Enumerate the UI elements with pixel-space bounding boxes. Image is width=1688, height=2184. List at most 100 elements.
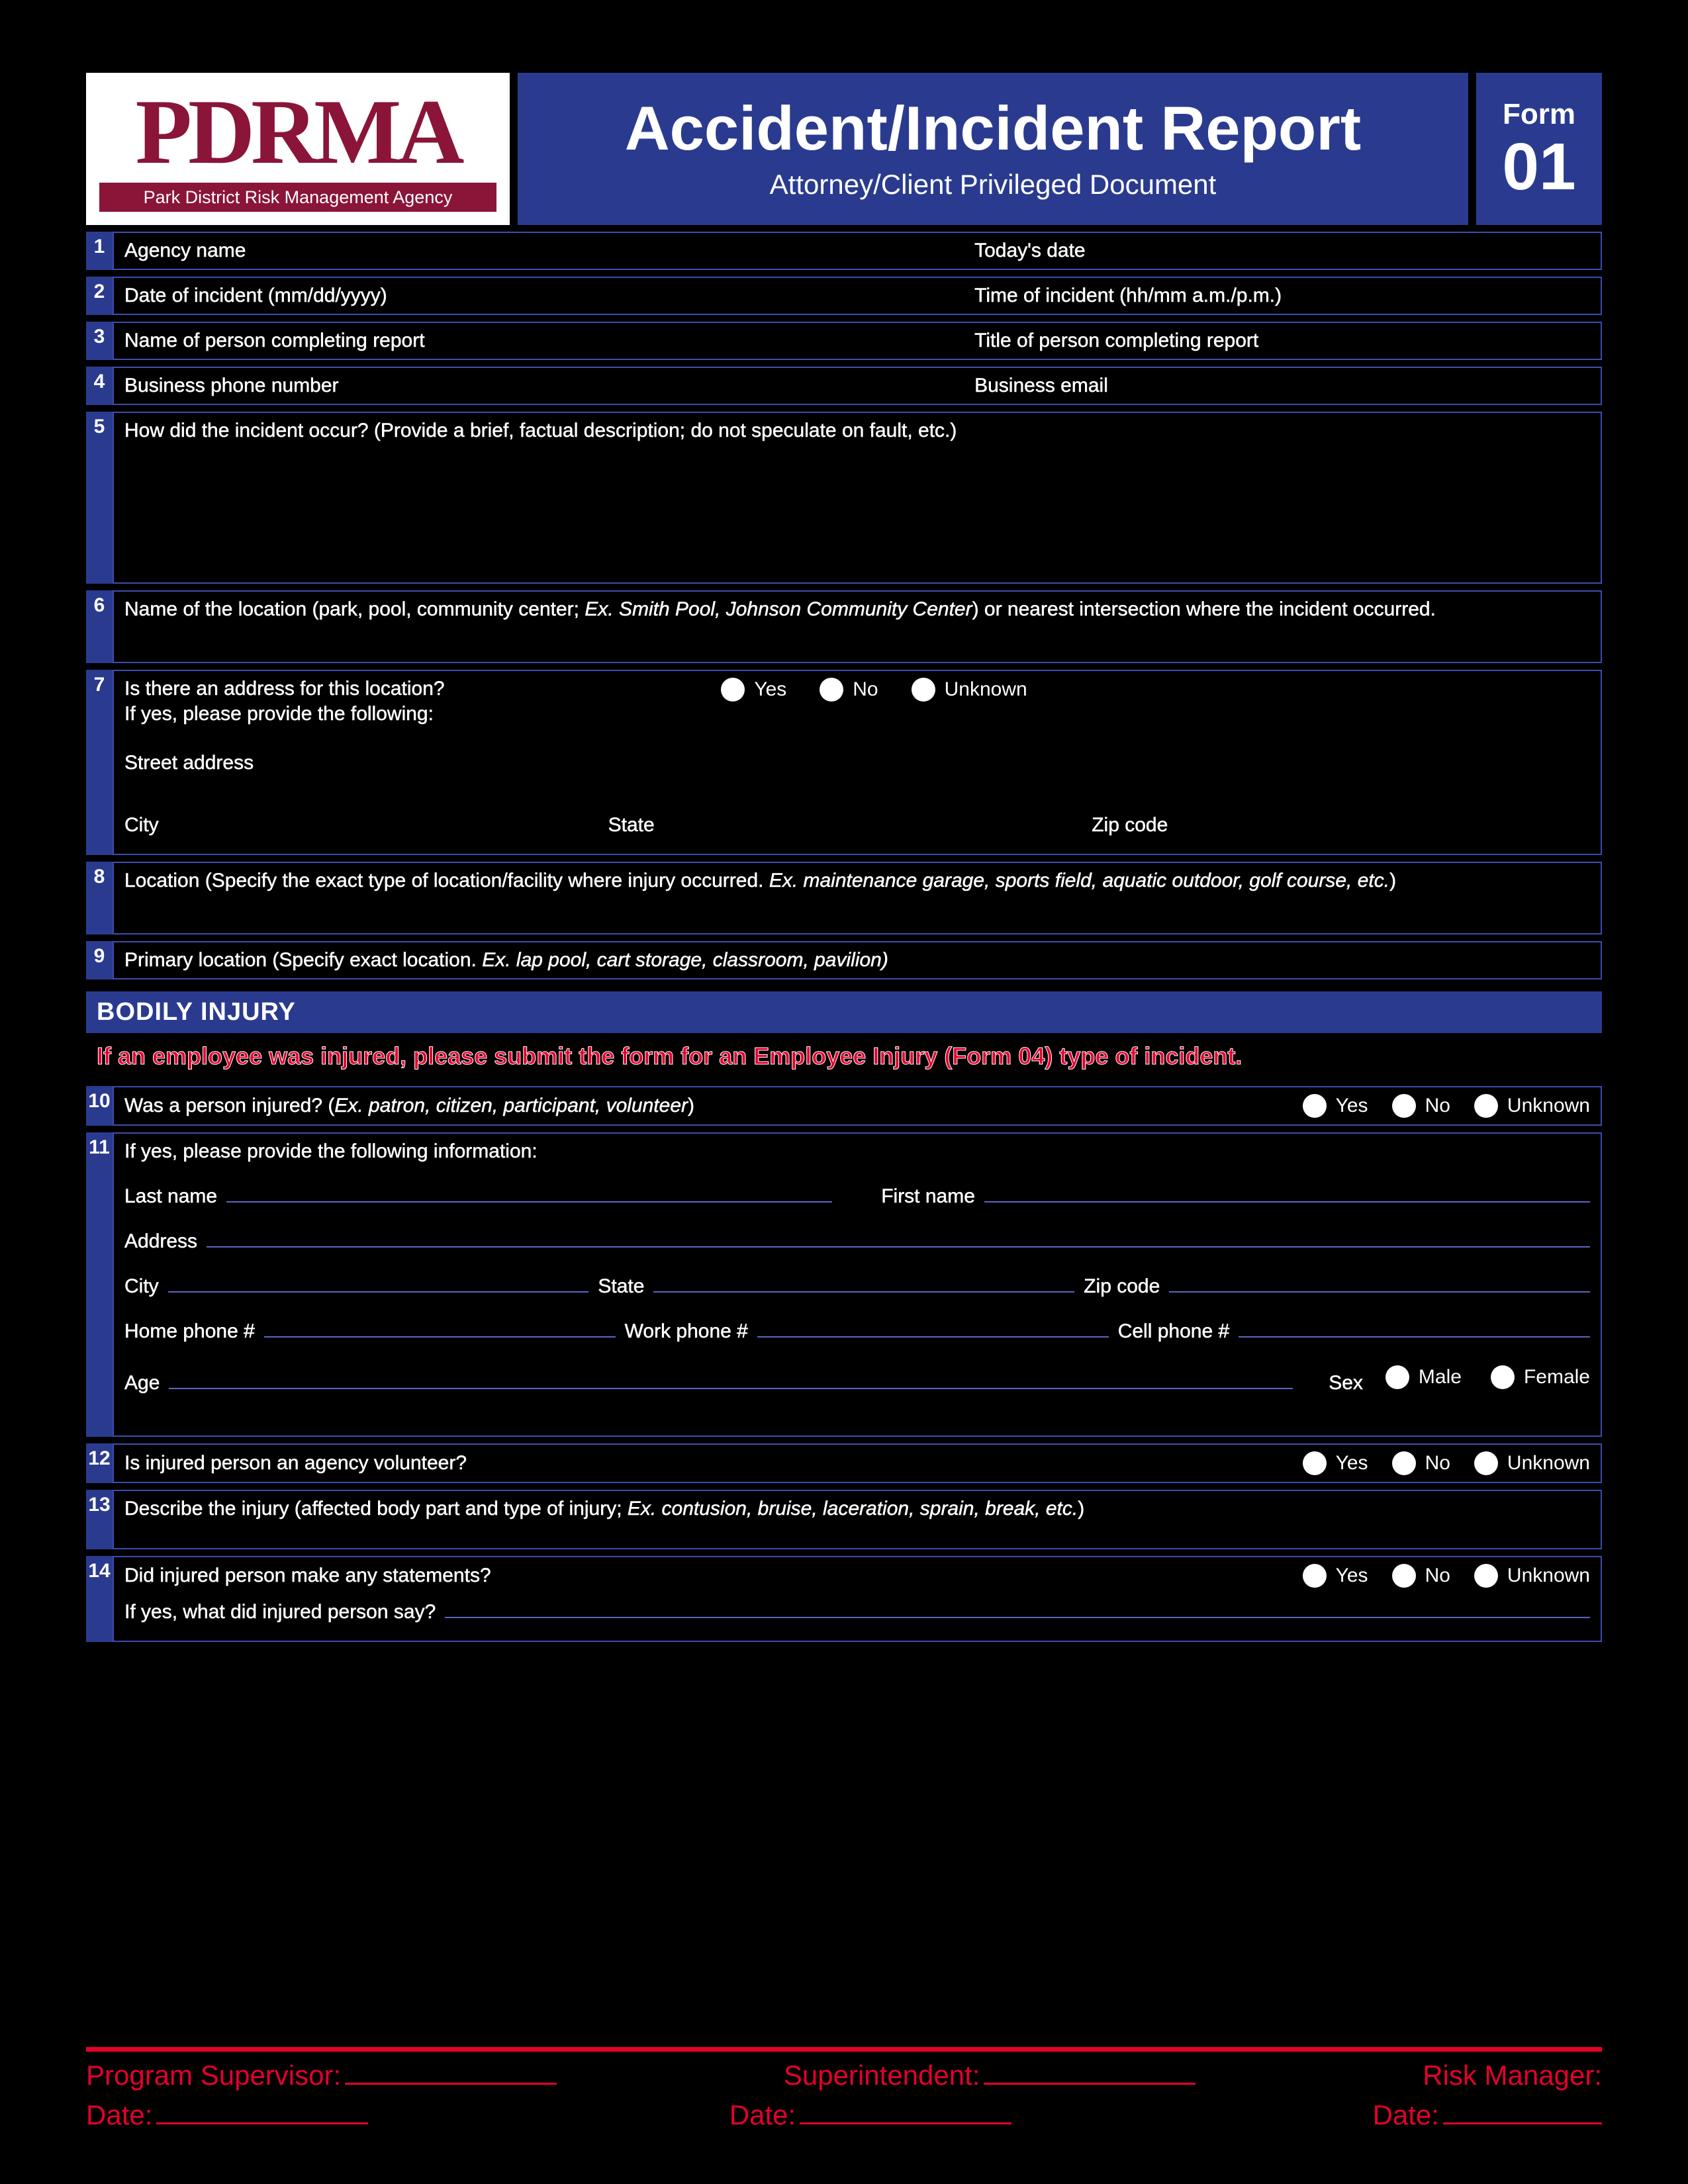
address-sub: If yes, please provide the following: bbox=[124, 703, 681, 725]
row-number: 1 bbox=[86, 232, 113, 270]
age-label: Age bbox=[124, 1372, 160, 1394]
logo-box: PDRMA Park District Risk Management Agen… bbox=[86, 73, 510, 225]
row-10: 10 Was a person injured? (Ex. patron, ci… bbox=[86, 1086, 1602, 1126]
date-label: Date: bbox=[1373, 2099, 1439, 2131]
date-line[interactable] bbox=[156, 2106, 368, 2124]
radio-icon bbox=[1474, 1564, 1498, 1588]
radio-unknown[interactable]: Unknown bbox=[1474, 1451, 1590, 1475]
radio-unknown[interactable]: Unknown bbox=[1474, 1094, 1590, 1118]
row-4: 4 Business phone number Business email bbox=[86, 367, 1602, 405]
sig-line[interactable] bbox=[345, 2066, 557, 2085]
address-label: Address bbox=[124, 1230, 197, 1253]
home-phone-input[interactable] bbox=[264, 1322, 616, 1338]
facility-type-field[interactable]: Location (Specify the exact type of loca… bbox=[113, 862, 1602, 934]
location-name-field[interactable]: Name of the location (park, pool, commun… bbox=[113, 590, 1602, 663]
statements-block: Did injured person make any statements? … bbox=[113, 1556, 1602, 1642]
row-9: 9 Primary location (Specify exact locati… bbox=[86, 941, 1602, 979]
date-1: Date: bbox=[86, 2099, 368, 2131]
q9-example: Ex. lap pool, cart storage, classroom, p… bbox=[482, 949, 888, 971]
work-phone-input[interactable] bbox=[757, 1322, 1109, 1338]
radio-icon bbox=[912, 678, 935, 702]
injury-description-field[interactable]: Describe the injury (affected body part … bbox=[113, 1490, 1602, 1549]
row-body[interactable]: Agency name Today's date bbox=[113, 232, 1602, 270]
footer-divider bbox=[86, 2047, 1602, 2052]
program-supervisor-sig: Program Supervisor: bbox=[86, 2060, 557, 2091]
radio-unknown[interactable]: Unknown bbox=[912, 678, 1027, 702]
radio-no[interactable]: No bbox=[1392, 1094, 1450, 1118]
radio-icon bbox=[1491, 1365, 1515, 1389]
incident-description-field[interactable]: How did the incident occur? (Provide a b… bbox=[113, 412, 1602, 584]
radio-label: Yes bbox=[1336, 1095, 1368, 1117]
row-14: 14 Did injured person make any statement… bbox=[86, 1556, 1602, 1642]
state-label[interactable]: State bbox=[608, 814, 1092, 837]
statement-input[interactable] bbox=[445, 1602, 1590, 1618]
first-name-input[interactable] bbox=[984, 1187, 1590, 1203]
date-line[interactable] bbox=[800, 2106, 1011, 2124]
age-input[interactable] bbox=[169, 1373, 1293, 1389]
row-8: 8 Location (Specify the exact type of lo… bbox=[86, 862, 1602, 934]
radio-male[interactable]: Male bbox=[1385, 1365, 1462, 1389]
radio-yes[interactable]: Yes bbox=[1303, 1564, 1368, 1588]
footer: Program Supervisor: Superintendent: Risk… bbox=[86, 2047, 1602, 2131]
section-bodily-injury: BODILY INJURY bbox=[86, 991, 1602, 1033]
radio-icon bbox=[1392, 1451, 1416, 1475]
street-address-label[interactable]: Street address bbox=[124, 752, 1590, 774]
form-title: Accident/Incident Report bbox=[625, 97, 1361, 159]
row-1: 1 Agency name Today's date bbox=[86, 232, 1602, 270]
row-number: 4 bbox=[86, 367, 113, 405]
date-2: Date: bbox=[729, 2099, 1011, 2131]
q14-text: Did injured person make any statements? bbox=[124, 1565, 1289, 1587]
address-block: Is there an address for this location? I… bbox=[113, 670, 1602, 855]
row-number: 8 bbox=[86, 862, 113, 934]
last-name-input[interactable] bbox=[226, 1187, 832, 1203]
state-input[interactable] bbox=[653, 1277, 1074, 1293]
risk-manager-label: Risk Manager: bbox=[1423, 2060, 1602, 2091]
q8-text-a: Location (Specify the exact type of loca… bbox=[124, 870, 769, 891]
employee-injury-notice: If an employee was injured, please submi… bbox=[86, 1033, 1602, 1079]
date-label: Date: bbox=[729, 2099, 796, 2131]
q12-text: Is injured person an agency volunteer? bbox=[124, 1452, 1289, 1475]
row-body[interactable]: Name of person completing report Title o… bbox=[113, 322, 1602, 360]
radio-label: No bbox=[853, 678, 878, 701]
row-number: 6 bbox=[86, 590, 113, 663]
city-label: City bbox=[124, 1275, 159, 1298]
radio-yes[interactable]: Yes bbox=[1303, 1094, 1368, 1118]
radio-female[interactable]: Female bbox=[1491, 1365, 1590, 1389]
superintendent-label: Superintendent: bbox=[784, 2060, 980, 2091]
radio-icon bbox=[1303, 1094, 1327, 1118]
q14-sub: If yes, what did injured person say? bbox=[124, 1601, 436, 1623]
q9-text-a: Primary location (Specify exact location… bbox=[124, 949, 482, 971]
logo-acronym: PDRMA bbox=[136, 86, 461, 179]
q13-text-b: ) bbox=[1078, 1498, 1084, 1520]
radio-yes[interactable]: Yes bbox=[1303, 1451, 1368, 1475]
r11-intro: If yes, please provide the following inf… bbox=[124, 1140, 1590, 1163]
sig-line[interactable] bbox=[984, 2066, 1196, 2085]
row-number: 10 bbox=[86, 1086, 113, 1126]
radio-no[interactable]: No bbox=[1392, 1564, 1450, 1588]
radio-yes[interactable]: Yes bbox=[721, 678, 786, 702]
row-13: 13 Describe the injury (affected body pa… bbox=[86, 1490, 1602, 1549]
radio-unknown[interactable]: Unknown bbox=[1474, 1564, 1590, 1588]
zip-input[interactable] bbox=[1169, 1277, 1590, 1293]
date-line[interactable] bbox=[1443, 2106, 1602, 2124]
person-injured-block: Was a person injured? (Ex. patron, citiz… bbox=[113, 1086, 1602, 1126]
row-number: 9 bbox=[86, 941, 113, 979]
radio-no[interactable]: No bbox=[820, 678, 878, 702]
radio-label: Yes bbox=[1336, 1452, 1368, 1475]
work-phone-label: Work phone # bbox=[625, 1320, 748, 1343]
row-body[interactable]: Date of incident (mm/dd/yyyy) Time of in… bbox=[113, 277, 1602, 315]
row-body[interactable]: Business phone number Business email bbox=[113, 367, 1602, 405]
city-input[interactable] bbox=[168, 1277, 589, 1293]
injured-person-info: If yes, please provide the following inf… bbox=[113, 1132, 1602, 1437]
q10-text-a: Was a person injured? ( bbox=[124, 1095, 334, 1116]
todays-date-label: Today's date bbox=[974, 240, 1590, 262]
address-input[interactable] bbox=[207, 1232, 1590, 1248]
radio-no[interactable]: No bbox=[1392, 1451, 1450, 1475]
city-label[interactable]: City bbox=[124, 814, 608, 837]
cell-phone-label: Cell phone # bbox=[1118, 1320, 1229, 1343]
primary-location-field[interactable]: Primary location (Specify exact location… bbox=[113, 941, 1602, 979]
radio-icon bbox=[1303, 1564, 1327, 1588]
program-supervisor-label: Program Supervisor: bbox=[86, 2060, 341, 2091]
cell-phone-input[interactable] bbox=[1239, 1322, 1590, 1338]
zip-label[interactable]: Zip code bbox=[1092, 814, 1590, 837]
